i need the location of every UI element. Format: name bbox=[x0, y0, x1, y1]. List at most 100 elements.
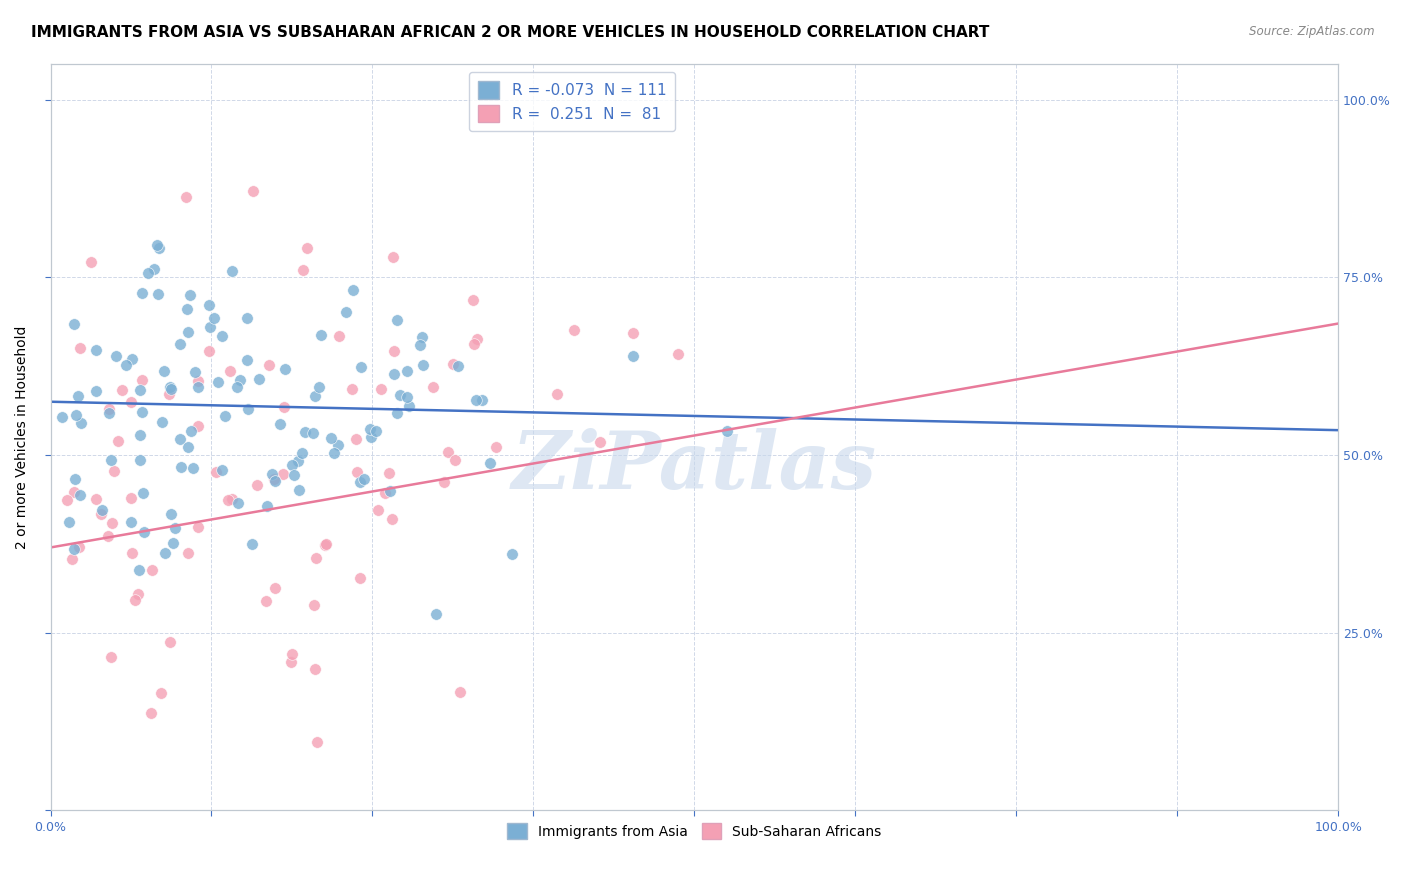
Point bbox=[236, 310, 259, 325]
Point bbox=[382, 250, 405, 264]
Point bbox=[162, 535, 184, 549]
Point bbox=[100, 452, 122, 467]
Point bbox=[381, 512, 404, 526]
Point bbox=[465, 392, 488, 407]
Point bbox=[128, 383, 150, 397]
Point bbox=[263, 472, 285, 486]
Point bbox=[65, 408, 87, 422]
Point bbox=[292, 262, 315, 277]
Point bbox=[63, 484, 86, 499]
Point bbox=[364, 424, 387, 438]
Point bbox=[346, 466, 368, 480]
Point bbox=[200, 320, 222, 334]
Point bbox=[127, 586, 149, 600]
Point bbox=[484, 440, 506, 454]
Point bbox=[132, 485, 155, 500]
Point bbox=[304, 389, 326, 403]
Point bbox=[221, 264, 243, 278]
Point bbox=[378, 466, 401, 480]
Point bbox=[177, 325, 200, 339]
Legend: Immigrants from Asia, Sub-Saharan Africans: Immigrants from Asia, Sub-Saharan Africa… bbox=[502, 817, 887, 845]
Point bbox=[107, 434, 129, 448]
Point bbox=[349, 475, 371, 490]
Point bbox=[471, 393, 494, 408]
Point bbox=[260, 467, 283, 482]
Point bbox=[69, 540, 91, 554]
Point bbox=[159, 635, 181, 649]
Point bbox=[360, 430, 382, 444]
Point bbox=[157, 387, 180, 401]
Point bbox=[273, 401, 295, 415]
Point bbox=[187, 374, 209, 388]
Point bbox=[163, 521, 186, 535]
Point bbox=[353, 472, 375, 486]
Point bbox=[264, 474, 287, 488]
Point bbox=[295, 241, 318, 255]
Point bbox=[51, 410, 73, 425]
Point bbox=[86, 343, 108, 357]
Point bbox=[271, 467, 294, 481]
Point bbox=[84, 492, 107, 507]
Point bbox=[621, 349, 644, 363]
Point bbox=[198, 344, 221, 359]
Point bbox=[240, 537, 263, 551]
Point bbox=[141, 706, 163, 720]
Point bbox=[359, 422, 381, 436]
Point bbox=[63, 472, 86, 486]
Point bbox=[160, 508, 183, 522]
Point bbox=[141, 563, 163, 577]
Point bbox=[305, 550, 328, 565]
Point bbox=[382, 368, 405, 382]
Point bbox=[274, 361, 297, 376]
Point bbox=[281, 458, 304, 472]
Point bbox=[100, 650, 122, 665]
Point bbox=[176, 301, 198, 316]
Point bbox=[304, 662, 326, 676]
Point bbox=[202, 311, 225, 326]
Point bbox=[308, 380, 330, 394]
Point bbox=[124, 593, 146, 607]
Point bbox=[314, 538, 336, 552]
Point bbox=[716, 424, 738, 438]
Point bbox=[246, 478, 269, 492]
Point bbox=[187, 520, 209, 534]
Point bbox=[269, 417, 291, 432]
Point bbox=[170, 460, 193, 475]
Point bbox=[287, 483, 309, 498]
Point bbox=[149, 686, 172, 700]
Point bbox=[211, 328, 233, 343]
Point bbox=[441, 357, 464, 371]
Point bbox=[422, 380, 444, 394]
Point bbox=[342, 283, 364, 297]
Point bbox=[205, 465, 228, 479]
Point bbox=[159, 380, 181, 394]
Point bbox=[217, 493, 239, 508]
Point bbox=[132, 524, 155, 539]
Point bbox=[177, 546, 200, 560]
Point bbox=[187, 380, 209, 394]
Point bbox=[449, 685, 471, 699]
Point bbox=[153, 546, 176, 560]
Point bbox=[621, 326, 644, 341]
Point bbox=[84, 384, 107, 398]
Point bbox=[236, 402, 259, 417]
Point bbox=[461, 293, 484, 307]
Point bbox=[388, 387, 411, 401]
Point bbox=[150, 415, 173, 429]
Point bbox=[409, 338, 432, 352]
Text: ZiPatlas: ZiPatlas bbox=[512, 428, 877, 506]
Point bbox=[79, 254, 101, 268]
Point bbox=[385, 313, 408, 327]
Point bbox=[180, 424, 202, 438]
Point bbox=[177, 441, 200, 455]
Point bbox=[148, 242, 170, 256]
Point bbox=[257, 358, 280, 372]
Point bbox=[183, 365, 205, 379]
Point bbox=[63, 317, 86, 331]
Point bbox=[103, 464, 125, 478]
Point bbox=[228, 373, 250, 387]
Point bbox=[70, 417, 93, 431]
Point bbox=[131, 285, 153, 300]
Point bbox=[370, 382, 392, 396]
Point bbox=[60, 551, 83, 566]
